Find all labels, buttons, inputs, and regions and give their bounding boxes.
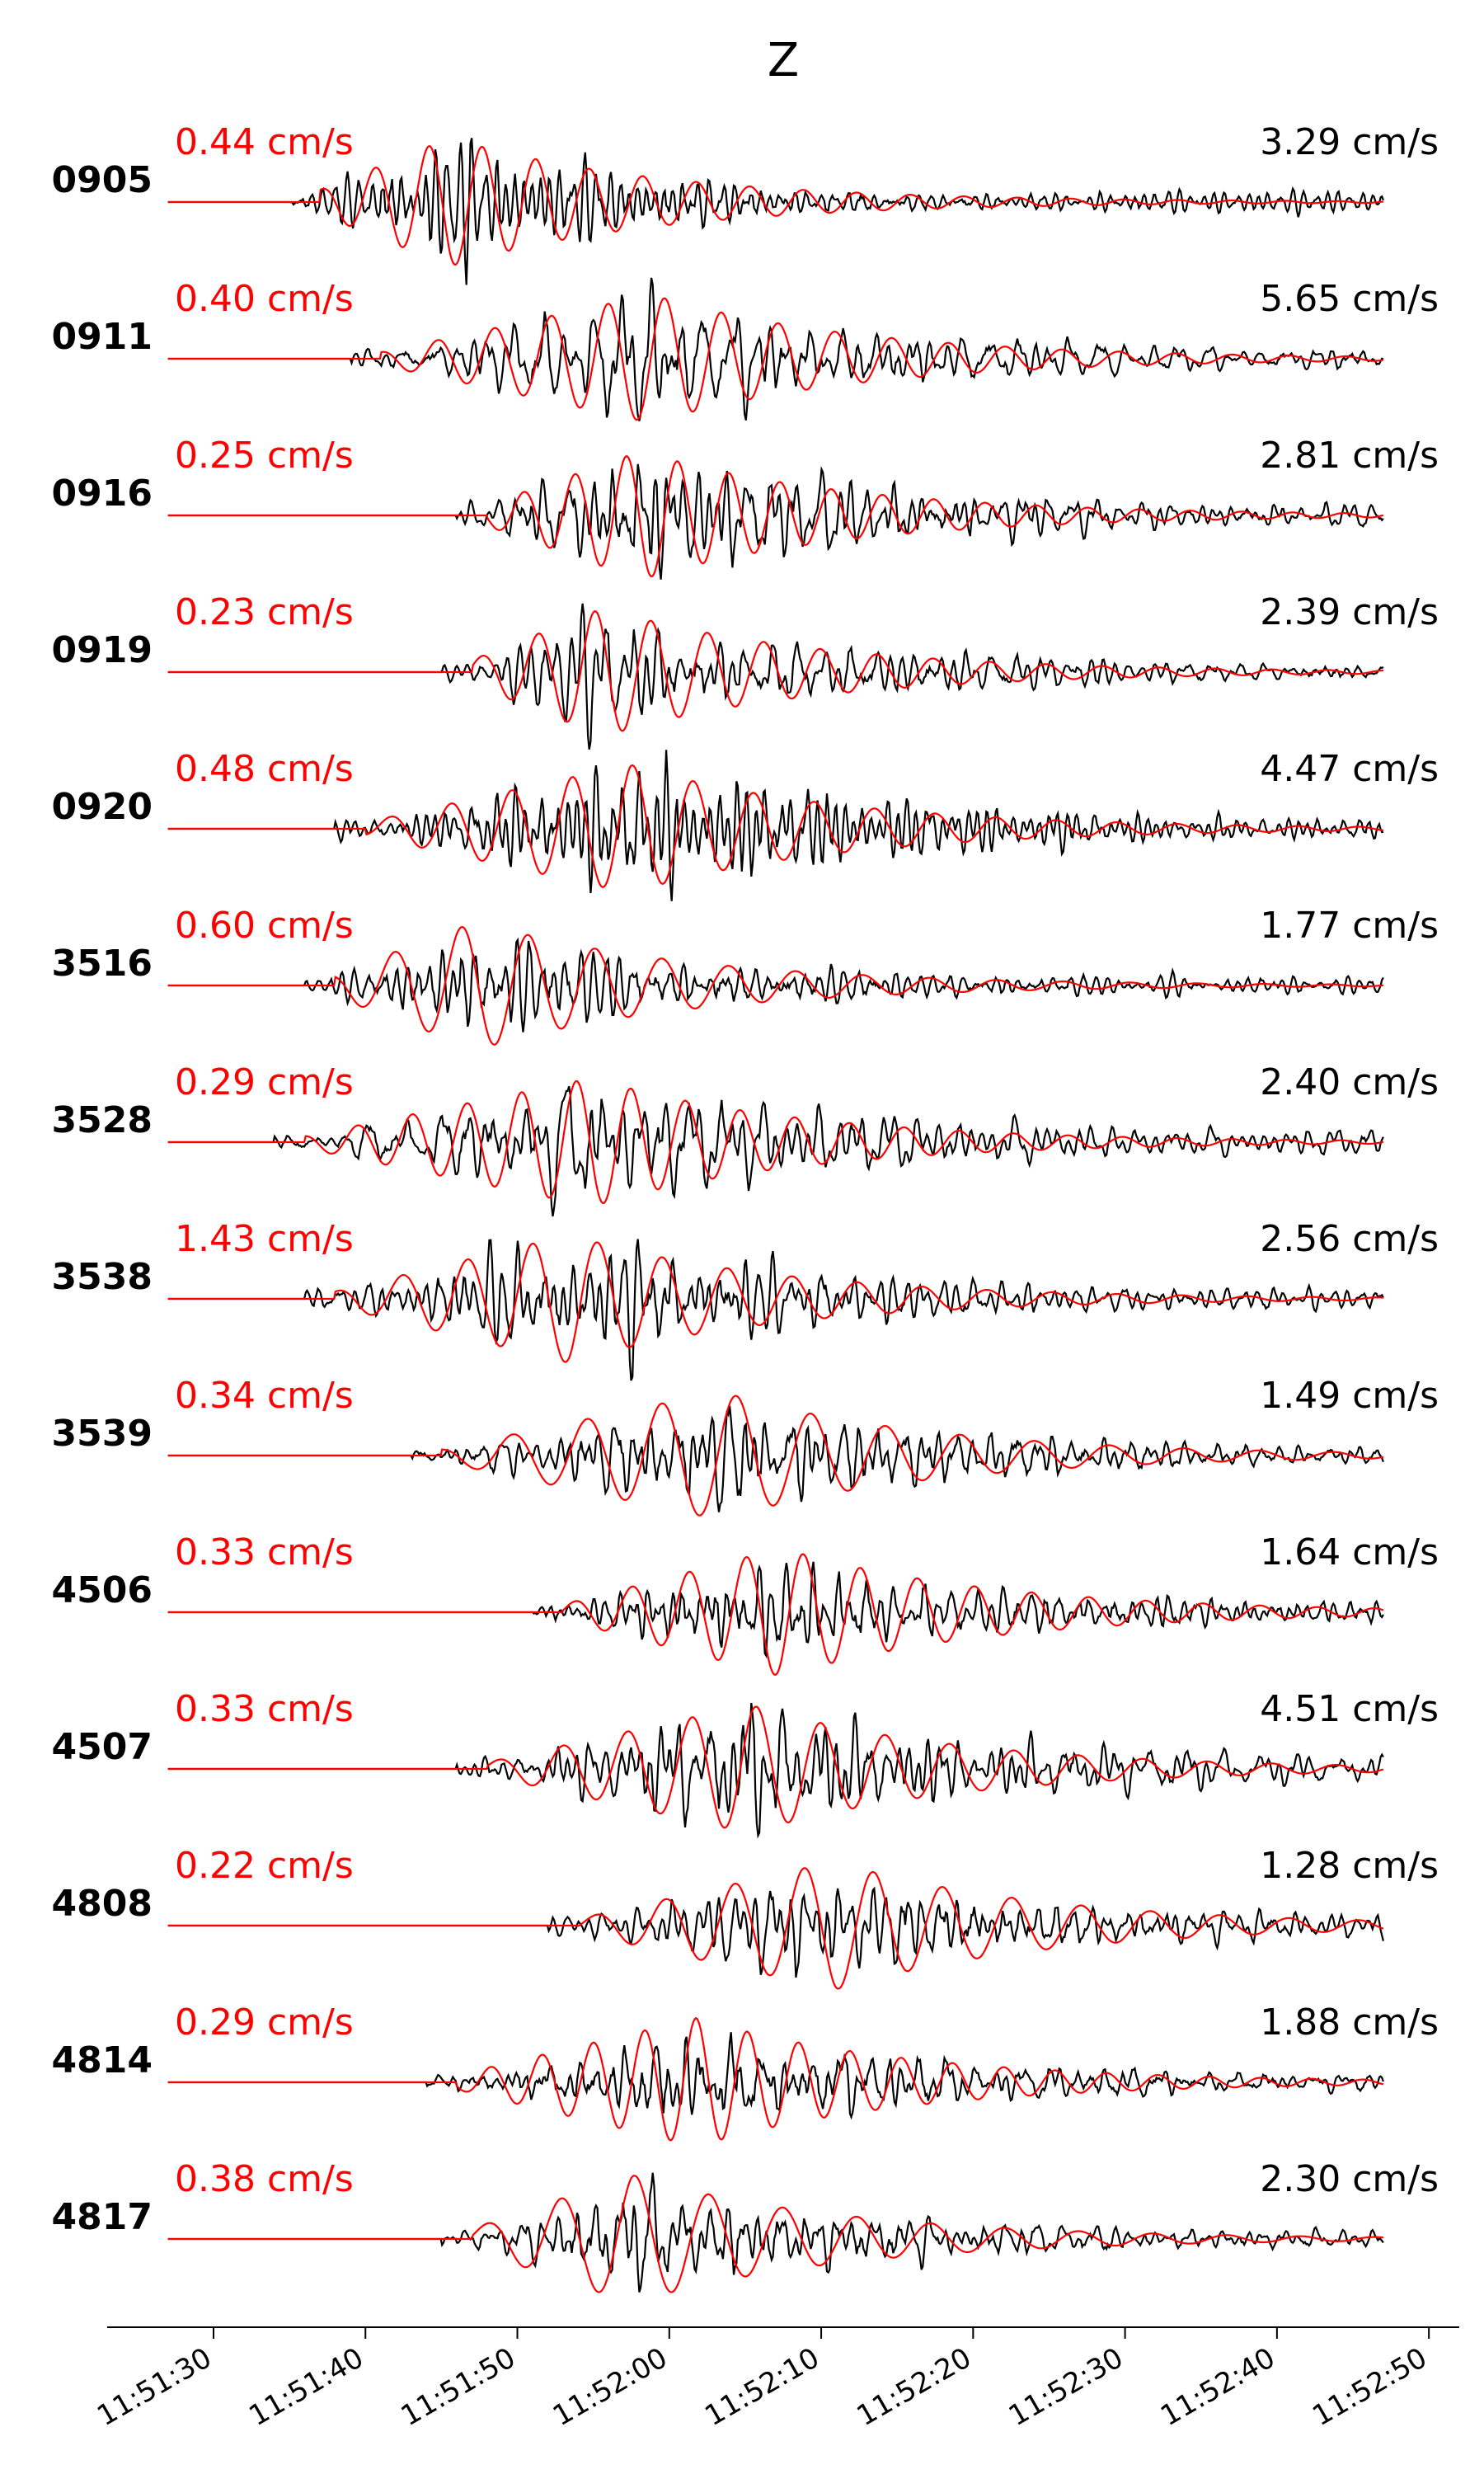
synthetic-waveform: [167, 1079, 1384, 1205]
trace-row-4506: 4506 0.33 cm/s 1.64 cm/s: [52, 1531, 1439, 1676]
synthetic-peak-label: 0.40 cm/s: [175, 278, 354, 320]
synthetic-peak-label: 0.25 cm/s: [175, 435, 354, 477]
station-label: 4817: [52, 2196, 153, 2238]
synthetic-waveform: [167, 145, 1383, 266]
chart-title: Z: [768, 34, 799, 87]
observed-peak-label: 4.51 cm/s: [1260, 1688, 1439, 1730]
synthetic-peak-label: 0.23 cm/s: [175, 591, 354, 633]
observed-peak-label: 1.49 cm/s: [1260, 1375, 1439, 1417]
observed-peak-label: 2.81 cm/s: [1260, 435, 1439, 477]
trace-row-0911: 0911 0.40 cm/s 5.65 cm/s: [52, 277, 1439, 421]
observed-peak-label: 1.88 cm/s: [1260, 2001, 1439, 2044]
observed-peak-label: 5.65 cm/s: [1260, 278, 1439, 320]
trace-row-3539: 3539 0.34 cm/s 1.49 cm/s: [52, 1375, 1439, 1517]
synthetic-waveform: [167, 1553, 1384, 1676]
synthetic-waveform: [167, 1241, 1383, 1363]
station-label: 0911: [52, 316, 153, 358]
station-label: 4814: [52, 2039, 153, 2081]
observed-peak-label: 1.28 cm/s: [1260, 1845, 1439, 1887]
synthetic-peak-label: 0.44 cm/s: [175, 121, 354, 163]
observed-peak-label: 1.77 cm/s: [1260, 905, 1439, 947]
synthetic-waveform: [167, 764, 1384, 888]
observed-waveform: [167, 1239, 1384, 1381]
station-label: 4506: [52, 1569, 153, 1611]
observed-peak-label: 3.29 cm/s: [1260, 121, 1439, 163]
synthetic-waveform: [167, 297, 1384, 421]
station-label: 0916: [52, 473, 153, 515]
trace-row-3528: 3528 0.29 cm/s 2.40 cm/s: [52, 1061, 1439, 1217]
synthetic-peak-label: 0.29 cm/s: [175, 2001, 354, 2044]
traces-layer: 0905 0.44 cm/s 3.29 cm/s 0911 0.40 cm/s 5.65 …: [52, 121, 1439, 2293]
synthetic-waveform: [167, 1705, 1384, 1829]
observed-waveform: [167, 937, 1384, 1032]
station-label: 0905: [52, 159, 153, 201]
observed-peak-label: 2.39 cm/s: [1260, 591, 1439, 633]
synthetic-waveform: [167, 2016, 1384, 2142]
synthetic-peak-label: 0.33 cm/s: [175, 1531, 354, 1573]
observed-waveform: [167, 1085, 1384, 1217]
station-label: 0919: [52, 629, 153, 671]
observed-waveform: [167, 138, 1384, 285]
station-label: 3528: [52, 1099, 153, 1141]
synthetic-waveform: [167, 610, 1383, 732]
station-label: 4507: [52, 1726, 153, 1768]
synthetic-peak-label: 0.48 cm/s: [175, 748, 354, 790]
synthetic-peak-label: 1.43 cm/s: [175, 1218, 354, 1260]
synthetic-waveform: [167, 1867, 1384, 1990]
observed-peak-label: 4.47 cm/s: [1260, 748, 1439, 790]
trace-row-0919: 0919 0.23 cm/s 2.39 cm/s: [52, 591, 1439, 750]
synthetic-peak-label: 0.60 cm/s: [175, 905, 354, 947]
trace-row-4808: 4808 0.22 cm/s 1.28 cm/s: [52, 1845, 1439, 1990]
trace-row-3538: 3538 1.43 cm/s 2.56 cm/s: [52, 1218, 1439, 1381]
trace-row-4814: 4814 0.29 cm/s 1.88 cm/s: [52, 2001, 1439, 2142]
synthetic-peak-label: 0.22 cm/s: [175, 1845, 354, 1887]
trace-row-0916: 0916 0.25 cm/s 2.81 cm/s: [52, 435, 1439, 580]
synthetic-waveform: [167, 925, 1383, 1046]
trace-row-0905: 0905 0.44 cm/s 3.29 cm/s: [52, 121, 1439, 285]
synthetic-peak-label: 0.29 cm/s: [175, 1061, 354, 1103]
station-label: 0920: [52, 786, 153, 828]
station-label: 3539: [52, 1413, 153, 1455]
observed-peak-label: 2.40 cm/s: [1260, 1061, 1439, 1103]
observed-peak-label: 1.64 cm/s: [1260, 1531, 1439, 1573]
observed-waveform: [167, 277, 1384, 421]
trace-row-0920: 0920 0.48 cm/s 4.47 cm/s: [52, 748, 1439, 901]
observed-peak-label: 2.30 cm/s: [1260, 2158, 1439, 2200]
synthetic-waveform: [167, 2175, 1384, 2293]
trace-row-3516: 3516 0.60 cm/s 1.77 cm/s: [52, 905, 1439, 1046]
trace-row-4507: 4507 0.33 cm/s 4.51 cm/s: [52, 1688, 1439, 1839]
synthetic-waveform: [167, 455, 1384, 578]
synthetic-peak-label: 0.34 cm/s: [175, 1375, 354, 1417]
observed-peak-label: 2.56 cm/s: [1260, 1218, 1439, 1260]
station-label: 3516: [52, 943, 153, 985]
synthetic-peak-label: 0.33 cm/s: [175, 1688, 354, 1730]
station-label: 4808: [52, 1883, 153, 1925]
trace-row-4817: 4817 0.38 cm/s 2.30 cm/s: [52, 2158, 1439, 2293]
station-label: 3538: [52, 1256, 153, 1298]
synthetic-waveform: [167, 1395, 1384, 1517]
synthetic-peak-label: 0.38 cm/s: [175, 2158, 354, 2200]
